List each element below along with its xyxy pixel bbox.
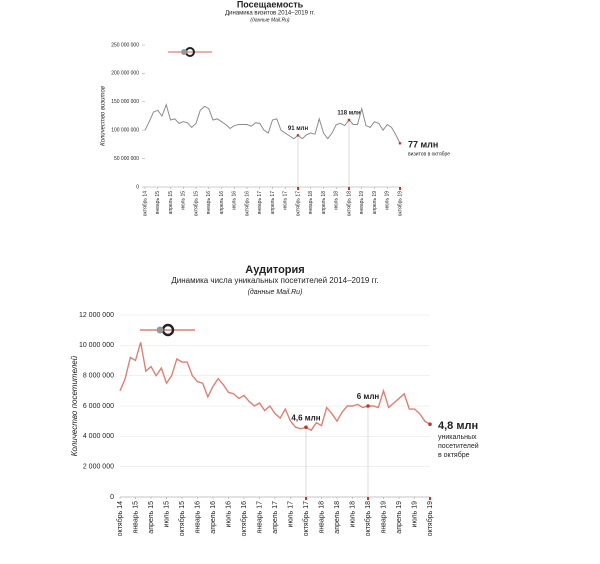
data-line [144,103,401,144]
y-axis-label: Количество посетителей [70,355,79,456]
x-tick-label: июль 18 [334,191,340,210]
chart-source: (данные Mail.Ru) [248,288,303,296]
x-tick-label: июль 16 [232,191,238,210]
x-tick-label: январь 15 [132,501,139,534]
x-tick-label: январь 17 [257,191,263,214]
x-tick-label: январь 19 [359,191,365,214]
x-tick-label: апрель 16 [210,501,217,534]
x-tick-label: октябрь 16 [240,501,248,536]
x-tick-label: октябрь 15 [193,191,199,216]
point [347,118,351,122]
x-tick-label: апрель 15 [168,191,174,215]
y-tick-label: 8 000 000 [83,373,114,380]
x-tick-label: октябрь 18 [346,191,352,216]
x-tick-label: июль 17 [287,501,294,528]
y-tick-label: 6 000 000 [83,403,114,410]
logo [140,323,195,337]
value-label: 4,8 млн [438,420,478,432]
x-tick-label: июль 15 [181,191,187,210]
x-tick-label: апрель 18 [321,191,327,215]
chart-source: (данные Mail.Ru) [250,17,290,23]
y-tick-label: 2 000 000 [83,464,114,471]
x-tick-label: апрель 18 [334,501,341,534]
logo [168,47,212,57]
y-tick-label: 0 [110,494,114,501]
y-tick-label: 50 000 000 [114,156,139,162]
point [366,404,370,408]
x-tick-label: январь 17 [256,501,263,534]
y-tick-label: 0 [136,184,139,190]
x-tick-label: апрель 19 [396,501,403,534]
x-tick-label: июль 16 [225,501,232,528]
x-tick-label: январь 18 [318,501,325,534]
x-tick-label: октябрь 15 [178,501,186,536]
x-tick-label: апрель 16 [219,191,225,215]
y-tick-label: 250 000 000 [111,42,139,48]
point [398,141,402,145]
value-label: 91 млн [288,126,309,132]
x-tick-label: октябрь 17 [302,501,310,536]
x-tick-label: январь 19 [380,501,387,534]
x-tick-label: июль 19 [411,501,418,528]
x-tick-label: апрель 17 [270,191,276,215]
value-label: 118 млн [337,111,361,117]
data-line [119,342,431,432]
annotation: визитов в октябре [408,152,450,158]
x-tick-label: октябрь 17 [295,191,301,216]
value-label: 77 млн [408,140,438,150]
chart-title: Аудитория [245,264,304,276]
x-tick-label: январь 16 [206,191,212,214]
x-tick-label: октябрь 16 [244,191,250,216]
x-tick-label: апрель 15 [148,501,155,534]
x-tick-label: январь 16 [194,501,201,534]
x-tick-label: октябрь 19 [426,501,434,536]
x-tick-label: январь 15 [155,191,161,214]
chart-subtitle: Динамика визитов 2014–2019 гг. [225,11,315,17]
y-tick-label: 100 000 000 [111,128,139,134]
y-tick-label: 200 000 000 [111,71,139,77]
x-tick-label: октябрь 19 [397,191,403,216]
x-tick-label: апрель 19 [372,191,378,215]
x-tick-label: июль 18 [349,501,356,528]
point [428,422,432,427]
value-label: 6 млн [357,392,380,401]
x-tick-label: октябрь 18 [364,501,372,536]
annotation: уникальных посетителей в октябре [438,434,481,459]
y-tick-label: 10 000 000 [79,342,114,349]
x-tick-label: январь 18 [308,191,314,214]
point [296,134,300,137]
x-tick-label: июль 19 [385,191,391,210]
value-label: 4,6 млн [291,413,320,422]
x-tick-label: апрель 17 [272,501,279,534]
chart-title: Посещаемость [237,0,304,9]
y-tick-label: 150 000 000 [111,99,139,105]
x-tick-label: июль 15 [163,501,170,528]
x-tick-label: октябрь 14 [142,191,148,216]
y-tick-label: 12 000 000 [79,312,114,319]
x-tick-label: октябрь 14 [116,501,124,536]
x-tick-label: июль 17 [283,191,289,210]
y-tick-label: 4 000 000 [83,433,114,440]
point [304,425,308,430]
chart-subtitle: Динамика числа уникальных посетителей 20… [171,276,378,285]
y-axis-label: Количество визитов [101,86,107,146]
